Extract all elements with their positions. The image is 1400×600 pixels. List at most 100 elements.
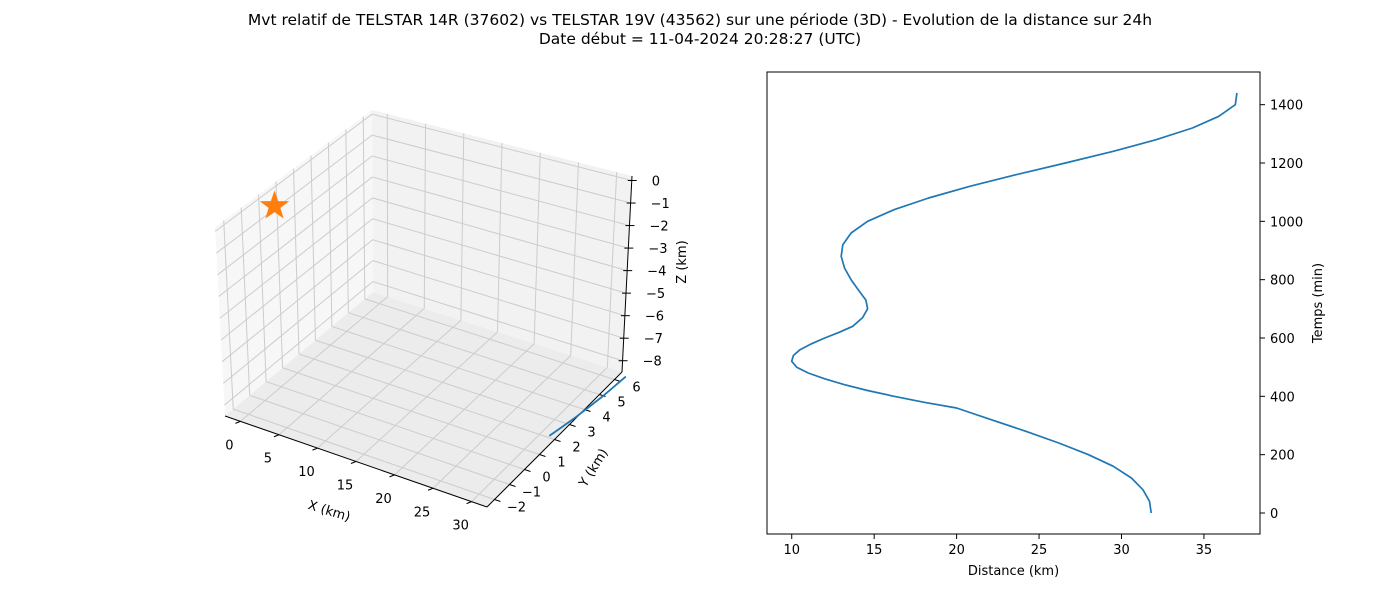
z-grid-back-wall [372,260,624,339]
z-grid-back-wall [372,176,629,249]
y-grid-floor [233,408,495,500]
z-grid-left-wall [220,218,373,341]
x-tick-label: 30 [452,519,469,534]
y-tick-label: 6 [632,381,640,396]
x-tick-label: 30 [1113,543,1130,558]
z-grid-left-wall [218,176,373,297]
x-tick [466,501,472,505]
x-grid-wall [423,123,427,309]
z-grid-back-wall [371,113,632,181]
y-grid-floor [348,312,600,395]
x-tick [312,447,318,451]
y-tick-label: 4 [602,411,610,426]
y-tick [494,499,501,502]
z-tick-label: −5 [646,287,665,302]
origin-star-marker [259,190,290,219]
y-tick-label: 0 [1270,507,1278,522]
y-tick-label: 5 [617,396,625,411]
x-grid-wall [497,142,503,333]
z-grid-left-wall [217,155,373,276]
y-tick [539,454,546,457]
z-grid-back-wall [372,134,631,204]
z-tick-label: −1 [651,197,670,212]
z-grid-back-wall [372,155,630,227]
y-tick-label: 200 [1270,449,1295,464]
y-grid-floor [331,325,585,410]
y-tick-label: 2 [572,441,580,456]
y-tick [569,424,576,427]
z-grid-left-wall [214,113,373,232]
trajectory-line [548,375,627,437]
z-grid-left-wall [221,239,374,363]
y-grid-floor [315,339,570,425]
y-grid-wall [362,116,366,299]
x-tick-label: 25 [1031,543,1048,558]
y-tick-label: 600 [1270,332,1295,347]
y-grid-wall [223,220,234,410]
y-grid-wall [327,142,333,327]
y-grid-floor [282,367,540,455]
y-grid-wall [240,207,251,396]
back-pane [372,110,632,372]
x-tick-label: 35 [1196,543,1213,558]
x-tick-label: 10 [298,465,315,480]
y-tick-label: 1000 [1270,215,1303,230]
y-tick [554,439,561,442]
left-pane [215,110,373,416]
z-tick-label: −2 [649,220,668,235]
y-tick-label: 3 [587,426,595,441]
y-tick-label: 1200 [1270,157,1303,172]
x-tick [389,474,395,478]
y-grid-wall [310,155,316,341]
z-axis-line [621,175,633,373]
y-grid-floor [249,394,510,485]
distance-series-line [790,92,1238,514]
x-tick [235,420,241,424]
z-tick-label: 0 [652,175,660,190]
x-tick-label: 20 [375,492,392,507]
chart-title-line1: Mvt relatif de TELSTAR 14R (37602) vs TE… [247,11,1153,29]
y-tick-label: 800 [1270,274,1295,289]
z-tick-label: −8 [643,355,662,370]
y-tick-label: 1 [557,456,565,471]
z-grid-left-wall [222,260,374,384]
x-axis-label: Distance (km) [968,564,1059,579]
z-grid-left-wall [216,134,373,254]
x-tick [427,487,434,491]
plot-frame [766,71,1261,535]
y-tick-label: 400 [1270,390,1295,405]
y-tick-label: 1400 [1270,99,1303,114]
z-tick-label: −7 [644,332,663,347]
y-tick-label: −2 [507,501,526,516]
x-tick-label: 15 [866,543,883,558]
y-axis-label: Temps (min) [1311,263,1326,344]
x-tick-label: 20 [948,543,965,558]
y-grid-floor [298,353,555,440]
z-grid-left-wall [219,197,373,319]
x-tick-label: 5 [264,452,272,467]
y-grid-floor [364,298,615,380]
y-grid-floor [265,381,525,470]
chart-subtitle-line2: Date début = 11-04-2024 20:28:27 (UTC) [538,30,862,48]
y-grid-wall [293,168,300,355]
z-tick-label: −3 [648,242,667,257]
x-grid-wall [606,172,618,368]
z-tick-label: −4 [647,265,666,280]
z-grid-back-wall [372,239,626,317]
y-tick [524,469,531,472]
x-tick-label: 10 [783,543,800,558]
y-tick-label: −1 [522,486,541,501]
x-grid-wall [460,133,465,321]
y-grid-wall [258,194,267,382]
z-grid-back-wall [372,197,628,272]
z-grid-left-wall [224,281,374,406]
y-grid-wall [345,129,349,313]
x-tick-label: 25 [414,505,431,520]
y-tick-label: 0 [542,471,550,486]
z-grid-back-wall [372,218,627,294]
x-tick [350,461,357,464]
z-tick-label: −6 [645,310,664,325]
z-axis-label: Z (km) [675,240,690,283]
